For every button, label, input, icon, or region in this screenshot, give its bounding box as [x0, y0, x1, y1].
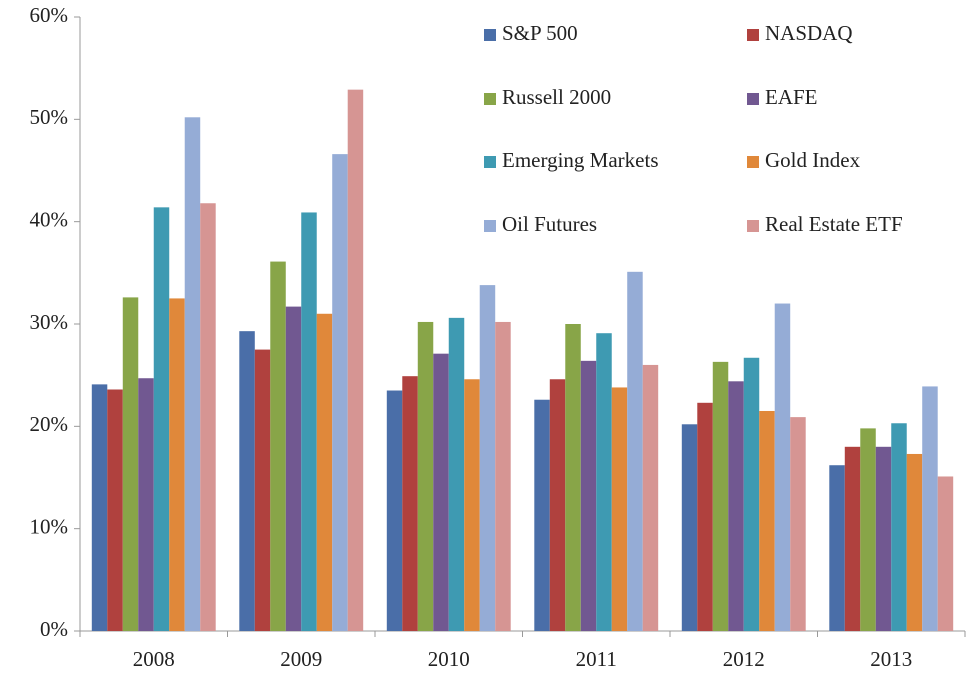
bar: [479, 285, 496, 631]
bar: [239, 331, 255, 631]
y-tick-label: 20%: [30, 412, 69, 436]
x-tick-label: 2012: [723, 647, 765, 671]
bar: [138, 378, 154, 631]
bar: [906, 453, 923, 631]
bar: [254, 349, 271, 631]
bar: [316, 313, 333, 631]
legend-label: Real Estate ETF: [765, 212, 903, 236]
bar: [565, 324, 581, 631]
legend-swatch: [747, 220, 759, 232]
bar: [642, 364, 659, 631]
bar: [122, 297, 139, 631]
legend-swatch: [484, 93, 496, 105]
bar: [712, 361, 729, 631]
bar: [743, 357, 760, 631]
bar: [774, 303, 791, 631]
bar: [937, 476, 954, 631]
bar: [596, 333, 612, 631]
bar: [169, 298, 185, 631]
bar: [107, 389, 123, 631]
y-tick-label: 40%: [30, 207, 69, 231]
legend-swatch: [484, 220, 496, 232]
bar: [332, 154, 348, 632]
bar: [270, 261, 286, 631]
legend-label: Russell 2000: [502, 85, 611, 109]
bar: [91, 384, 108, 631]
bar: [580, 360, 597, 631]
x-tick-label: 2008: [133, 647, 175, 671]
bar: [790, 417, 806, 631]
bar: [153, 207, 170, 631]
legend-swatch: [747, 156, 759, 168]
bar: [549, 379, 566, 631]
bar: [464, 379, 480, 631]
bar: [534, 399, 550, 631]
bar: [386, 390, 403, 631]
legend-label: NASDAQ: [765, 21, 853, 45]
bar: [285, 306, 302, 631]
bar: [200, 203, 216, 631]
y-tick-label: 0%: [40, 617, 68, 641]
bar: [829, 465, 845, 631]
bar: [417, 321, 434, 631]
bar: [697, 402, 713, 631]
bar: [681, 424, 698, 631]
bar: [922, 386, 938, 631]
x-tick-label: 2013: [870, 647, 912, 671]
bar: [301, 212, 317, 631]
bar: [347, 89, 364, 631]
x-tick-label: 2010: [428, 647, 470, 671]
legend-label: Oil Futures: [502, 212, 597, 236]
y-tick-label: 30%: [30, 310, 69, 334]
y-tick-label: 50%: [30, 105, 69, 129]
x-tick-label: 2011: [576, 647, 617, 671]
bar: [860, 428, 876, 631]
bar: [875, 446, 892, 631]
legend-label: EAFE: [765, 85, 818, 109]
legend-label: S&P 500: [502, 21, 578, 45]
bar: [495, 321, 511, 631]
legend-label: Gold Index: [765, 148, 861, 172]
bar: [448, 317, 465, 631]
legend-swatch: [747, 29, 759, 41]
bar: [611, 387, 628, 631]
legend-label: Emerging Markets: [502, 148, 659, 172]
legend-swatch: [747, 93, 759, 105]
x-tick-label: 2009: [280, 647, 322, 671]
bar: [759, 410, 775, 631]
bar: [844, 446, 861, 631]
bar: [728, 381, 744, 631]
y-tick-label: 10%: [30, 514, 69, 538]
legend-swatch: [484, 156, 496, 168]
legend-swatch: [484, 29, 496, 41]
y-tick-label: 60%: [30, 3, 69, 27]
bar: [627, 271, 643, 631]
bar: [433, 353, 449, 631]
bar: [184, 117, 201, 631]
bar: [402, 376, 418, 631]
bar: [891, 423, 907, 631]
